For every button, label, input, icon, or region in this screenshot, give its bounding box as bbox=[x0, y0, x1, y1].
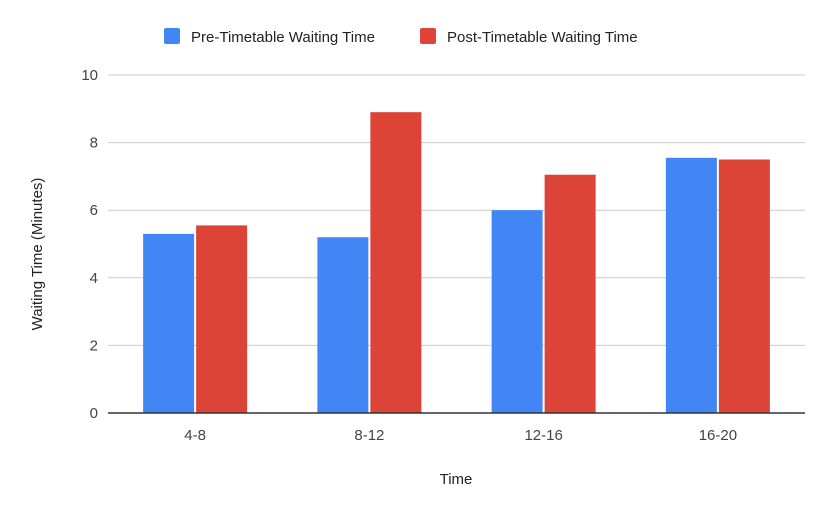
y-tick-label: 0 bbox=[90, 405, 98, 422]
x-tick-label: 8-12 bbox=[354, 427, 384, 444]
bars bbox=[143, 112, 770, 414]
y-tick-label: 10 bbox=[81, 67, 98, 84]
bar bbox=[491, 210, 543, 413]
x-axis-title: Time bbox=[440, 471, 473, 488]
y-axis-title: Waiting Time (Minutes) bbox=[29, 178, 46, 331]
y-tick-label: 8 bbox=[90, 135, 98, 152]
bar bbox=[665, 157, 717, 413]
legend: Pre-Timetable Waiting Time Post-Timetable… bbox=[164, 28, 638, 46]
legend-label: Post-Timetable Waiting Time bbox=[447, 29, 638, 46]
x-axis-ticks: 4-8 8-12 12-16 16-20 bbox=[184, 427, 737, 444]
bar bbox=[370, 112, 422, 414]
bar bbox=[544, 174, 596, 413]
legend-swatch bbox=[420, 28, 436, 44]
legend-swatch bbox=[164, 28, 180, 44]
bar bbox=[143, 233, 195, 413]
bar bbox=[718, 159, 770, 413]
x-tick-label: 16-20 bbox=[699, 427, 737, 444]
bar bbox=[196, 225, 248, 413]
x-tick-label: 12-16 bbox=[524, 427, 562, 444]
bar bbox=[317, 237, 369, 413]
y-tick-label: 4 bbox=[90, 270, 98, 287]
y-axis-ticks: 0 2 4 6 8 10 bbox=[81, 67, 98, 422]
y-tick-label: 6 bbox=[90, 202, 98, 219]
y-tick-label: 2 bbox=[90, 337, 98, 354]
legend-label: Pre-Timetable Waiting Time bbox=[191, 29, 375, 46]
x-tick-label: 4-8 bbox=[184, 427, 206, 444]
